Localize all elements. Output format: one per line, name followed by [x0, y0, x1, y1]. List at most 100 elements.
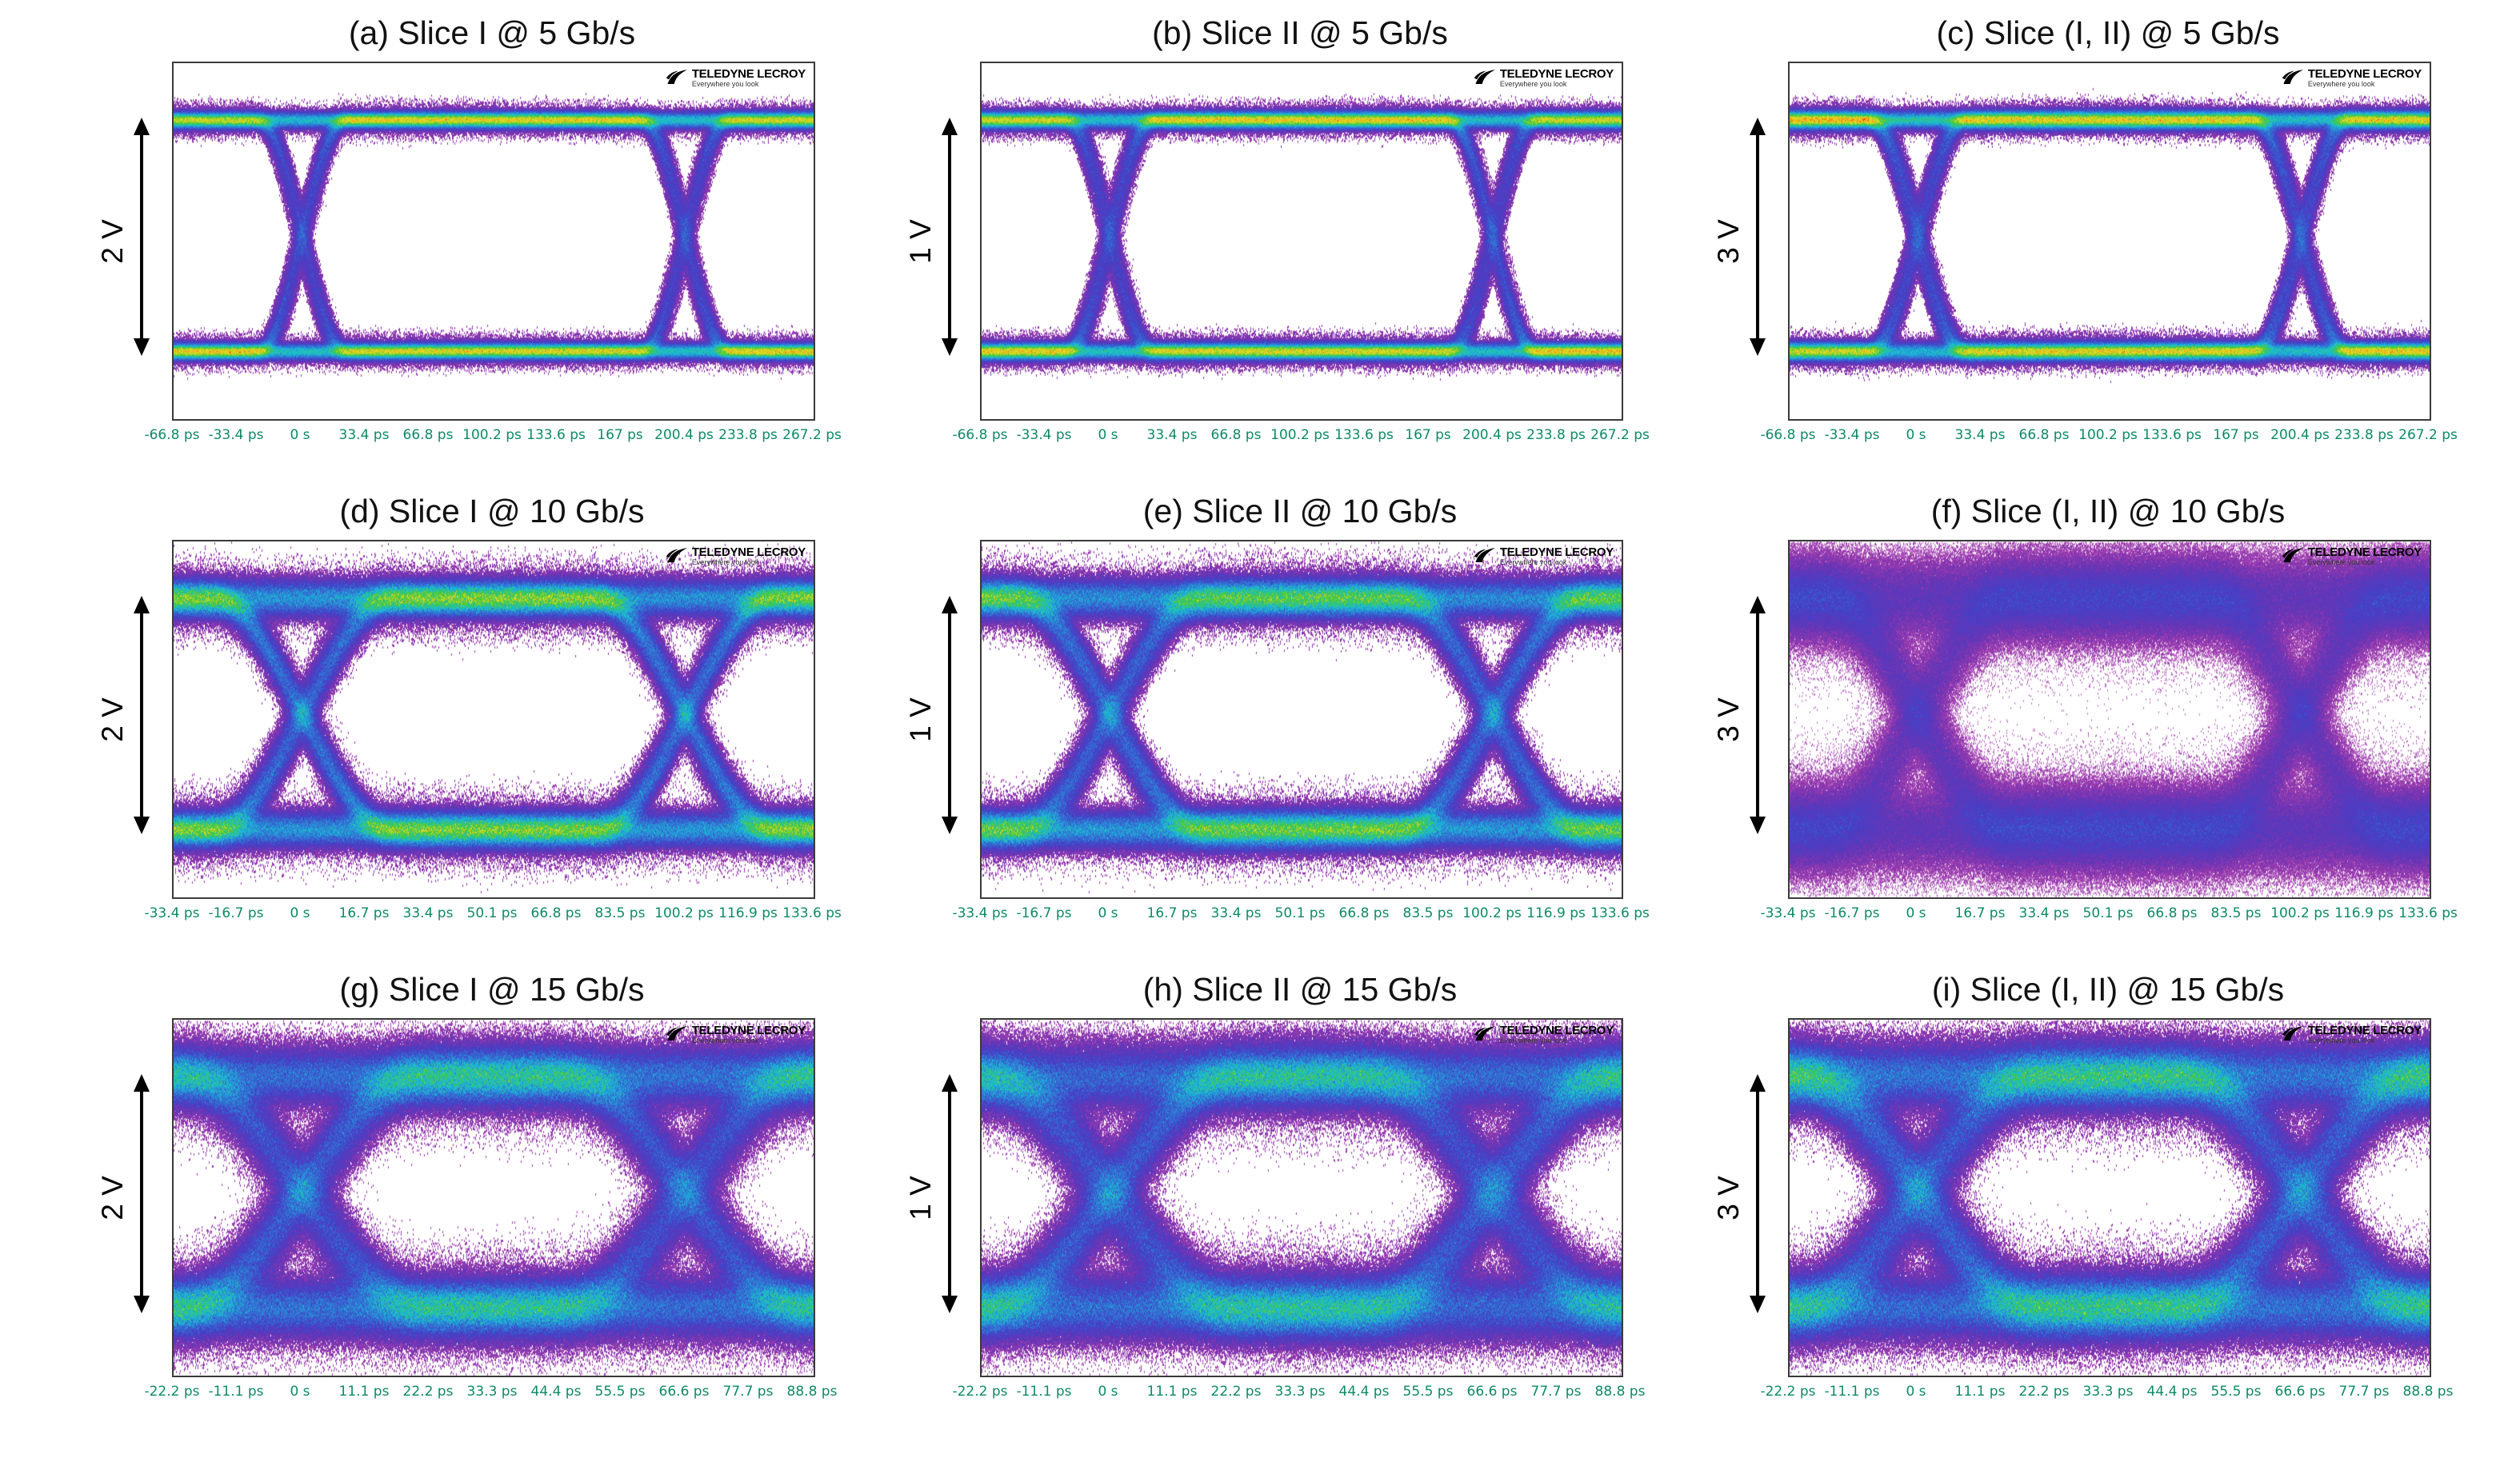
time-axis: -66.8 ps -33.4 ps 0 s 33.4 ps 66.8 ps 100.2 p… [952, 422, 1649, 448]
teledyne-lecroy-logo-icon [666, 1026, 687, 1041]
logo-tagline: Everywhere you look [691, 79, 759, 88]
arrow-line [140, 608, 143, 822]
voltage-scale: 1 V [900, 62, 980, 421]
logo-brand: TELEDYNE LECROY [691, 1024, 806, 1038]
time-tick-label: 66.8 ps [2018, 427, 2070, 444]
time-tick-label: 83.5 ps [594, 905, 646, 922]
time-tick-label: 0 s [1906, 905, 1926, 922]
arrow-line [948, 1087, 951, 1300]
arrowhead-up-icon [942, 595, 958, 613]
voltage-scale: 3 V [1708, 62, 1788, 421]
panel-title: (d) Slice I @ 10 Gb/s [339, 493, 645, 530]
time-tick-label: 66.6 ps [1466, 1384, 1518, 1400]
time-tick-label: -11.1 ps [1824, 1384, 1880, 1400]
panel-d: (d) Slice I @ 10 Gb/s 2 V TELEDYNE LECRO… [92, 493, 842, 926]
teledyne-lecroy-logo-icon [2282, 548, 2303, 563]
time-tick-label: 33.4 ps [1954, 427, 2006, 444]
time-tick-label: 11.1 ps [1954, 1384, 2006, 1400]
time-tick-label: 167 ps [1405, 427, 1451, 444]
arrowhead-up-icon [1750, 595, 1766, 613]
time-tick-label: 0 s [290, 905, 310, 922]
time-tick-label: 267.2 ps [782, 427, 842, 444]
time-tick-label: 11.1 ps [338, 1384, 390, 1400]
arrowhead-up-icon [134, 1074, 150, 1093]
time-tick-label: -33.4 ps [144, 905, 200, 922]
time-tick-label: -33.4 ps [1760, 905, 1816, 922]
logo-brand: TELEDYNE LECROY [2307, 545, 2422, 560]
time-tick-label: 77.7 ps [722, 1384, 774, 1400]
arrowhead-down-icon [1750, 1295, 1766, 1313]
time-tick-label: 44.4 ps [2146, 1384, 2198, 1400]
time-tick-label: -33.4 ps [1824, 427, 1880, 444]
time-tick-label: 200.4 ps [654, 427, 714, 444]
time-axis: -33.4 ps -16.7 ps 0 s 16.7 ps 33.4 ps 50.1 ps… [1760, 901, 2457, 926]
panel-c: (c) Slice (I, II) @ 5 Gb/s 3 V TELEDYNE … [1708, 14, 2458, 448]
time-tick-label: 133.6 ps [1590, 905, 1650, 922]
teledyne-lecroy-logo-icon [2282, 1026, 2303, 1041]
logo-brand: TELEDYNE LECROY [691, 67, 806, 82]
panel-e: (e) Slice II @ 10 Gb/s 1 V TELEDYNE LECR… [900, 493, 1650, 926]
eye-plot: TELEDYNE LECROY Everywhere you look [172, 540, 815, 900]
logo-tagline: Everywhere you look [691, 1037, 759, 1045]
eye-diagram-canvas [1790, 1020, 2430, 1376]
time-tick-label: 22.2 ps [402, 1384, 454, 1400]
eye-diagram-canvas [174, 63, 814, 420]
time-tick-label: 55.5 ps [594, 1384, 646, 1400]
voltage-range-arrow [132, 595, 151, 835]
eye-diagram-canvas [982, 1020, 1622, 1376]
time-tick-label: 55.5 ps [2210, 1384, 2262, 1400]
voltage-range-arrow [940, 1074, 959, 1313]
logo-tagline: Everywhere you look [1499, 1037, 1567, 1045]
voltage-scale: 1 V [900, 540, 980, 899]
voltage-range-arrow [940, 595, 959, 835]
voltage-label: 3 V [1712, 1176, 1745, 1220]
voltage-range-arrow [940, 117, 959, 357]
teledyne-lecroy-logo-icon [2282, 70, 2303, 85]
voltage-label: 1 V [904, 218, 937, 264]
panel-title: (e) Slice II @ 10 Gb/s [1142, 493, 1458, 530]
time-tick-label: 200.4 ps [2270, 427, 2330, 444]
time-tick-label: 66.8 ps [1338, 905, 1390, 922]
voltage-range-arrow [132, 117, 151, 357]
voltage-label: 2 V [96, 1176, 129, 1220]
arrowhead-down-icon [134, 1295, 150, 1313]
arrowhead-up-icon [942, 1074, 958, 1093]
eye-diagram-canvas [1790, 63, 2430, 420]
time-tick-label: 133.6 ps [1334, 427, 1394, 444]
time-tick-label: -22.2 ps [144, 1384, 200, 1400]
time-tick-label: 116.9 ps [2334, 905, 2394, 922]
time-tick-label: 0 s [290, 427, 310, 444]
arrowhead-up-icon [1750, 117, 1766, 135]
logo-brand: TELEDYNE LECROY [1499, 545, 1614, 560]
time-tick-label: -11.1 ps [208, 1384, 264, 1400]
time-tick-label: 66.8 ps [530, 905, 582, 922]
panel-title: (f) Slice (I, II) @ 10 Gb/s [1930, 493, 2286, 530]
scope-logo: TELEDYNE LECROY Everywhere you look [2282, 1025, 2422, 1045]
arrow-line [948, 130, 951, 344]
time-tick-label: 167 ps [2213, 427, 2259, 444]
time-tick-label: 167 ps [597, 427, 643, 444]
time-tick-label: 33.4 ps [1210, 905, 1262, 922]
voltage-label: 3 V [1712, 218, 1745, 264]
time-tick-label: 11.1 ps [1146, 1384, 1198, 1400]
teledyne-lecroy-logo-icon [1474, 548, 1495, 563]
panel-b: (b) Slice II @ 5 Gb/s 1 V TELEDYNE LECRO… [900, 14, 1650, 448]
time-tick-label: 133.6 ps [526, 427, 586, 444]
arrowhead-down-icon [134, 817, 150, 835]
arrow-line [1756, 1087, 1759, 1300]
eye-diagram-canvas [1790, 541, 2430, 898]
voltage-scale: 2 V [92, 62, 172, 421]
eye-diagram-canvas [174, 1020, 814, 1376]
time-tick-label: 33.4 ps [1146, 427, 1198, 444]
time-tick-label: 83.5 ps [1402, 905, 1454, 922]
time-tick-label: -33.4 ps [952, 905, 1008, 922]
logo-tagline: Everywhere you look [691, 558, 759, 567]
scope-logo: TELEDYNE LECROY Everywhere you look [1474, 546, 1614, 566]
arrow-line [1756, 130, 1759, 344]
time-tick-label: 88.8 ps [1594, 1384, 1646, 1400]
eye-plot: TELEDYNE LECROY Everywhere you look [980, 62, 1623, 421]
time-tick-label: 100.2 ps [2270, 905, 2330, 922]
logo-tagline: Everywhere you look [2307, 558, 2375, 567]
time-tick-label: -16.7 ps [1016, 905, 1072, 922]
arrowhead-up-icon [1750, 1074, 1766, 1093]
